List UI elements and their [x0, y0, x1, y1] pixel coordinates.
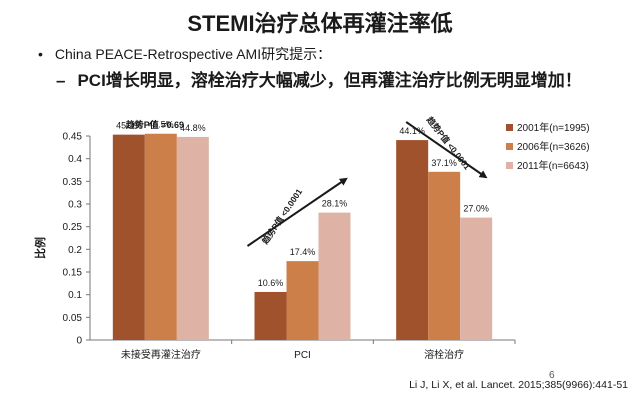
- y-tick-label: 0.4: [68, 154, 82, 165]
- x-tick-label: 未接受再灌注治疗: [121, 348, 201, 361]
- legend-swatch: [506, 162, 513, 169]
- y-axis-label: 比例: [33, 237, 47, 259]
- bullet-finding-text: PCI增长明显，溶栓治疗大幅减少，但再灌注治疗比例无明显增加！: [77, 71, 582, 90]
- legend-swatch: [506, 124, 513, 131]
- y-tick-label: 0.45: [63, 132, 83, 143]
- bar-value-label: 45.3%: [116, 121, 142, 131]
- trend-p-label: 趋势P值 <0.0001: [259, 187, 304, 247]
- bullet-study-text: China PEACE-Retrospective AMI研究提示：: [54, 46, 332, 62]
- bar: [286, 261, 319, 340]
- bar: [428, 171, 461, 340]
- legend-label: 2011年(n=6643): [517, 159, 589, 172]
- bar-value-label: 17.4%: [290, 247, 316, 257]
- legend-label: 2006年(n=3626): [517, 140, 590, 153]
- bar: [318, 212, 351, 340]
- bar-value-label: 37.1%: [431, 158, 457, 168]
- bullet-marker: •: [38, 46, 43, 62]
- slide-title: STEMI治疗总体再灌注率低: [187, 11, 453, 36]
- x-tick-label: 溶栓治疗: [424, 348, 464, 361]
- trend-up-arrow: [246, 177, 348, 247]
- y-tick-label: 0.1: [68, 290, 82, 301]
- y-tick-label: 0: [76, 336, 82, 347]
- y-tick-label: 0.2: [68, 245, 82, 256]
- y-tick-label: 0.15: [63, 268, 83, 279]
- bar-value-label: 45.5%: [148, 120, 174, 130]
- y-tick-label: 0.05: [63, 313, 83, 324]
- bar-value-label: 10.6%: [258, 278, 284, 288]
- y-tick-label: 0.35: [63, 177, 83, 188]
- page-number: 6: [549, 370, 555, 381]
- bullet-finding: – PCI增长明显，溶栓治疗大幅减少，但再灌注治疗比例无明显增加！: [56, 66, 582, 91]
- trend-down-arrow: [405, 121, 488, 179]
- bar-value-label: 44.8%: [180, 123, 206, 133]
- bar: [460, 217, 493, 340]
- x-tick-label: PCI: [294, 350, 311, 361]
- bar-value-label: 44.1%: [399, 126, 425, 136]
- trend-p-label: 趋势P值 =0.69: [126, 119, 184, 130]
- reference-citation: Li J, Li X, et al. Lancet. 2015;385(9966…: [409, 379, 628, 391]
- bar: [112, 134, 145, 340]
- bar: [144, 133, 177, 340]
- y-tick-label: 0.3: [68, 200, 82, 211]
- legend-label: 2001年(n=1995): [517, 121, 590, 134]
- y-tick-label: 0.25: [63, 222, 83, 233]
- bullet-study: • China PEACE-Retrospective AMI研究提示：: [38, 44, 331, 64]
- bar-value-label: 27.0%: [463, 204, 489, 214]
- bar: [254, 291, 287, 340]
- bar: [396, 140, 429, 340]
- bar: [176, 136, 209, 340]
- bullet-dash: –: [56, 71, 66, 90]
- bar-value-label: 28.1%: [322, 199, 348, 209]
- legend-swatch: [506, 143, 513, 150]
